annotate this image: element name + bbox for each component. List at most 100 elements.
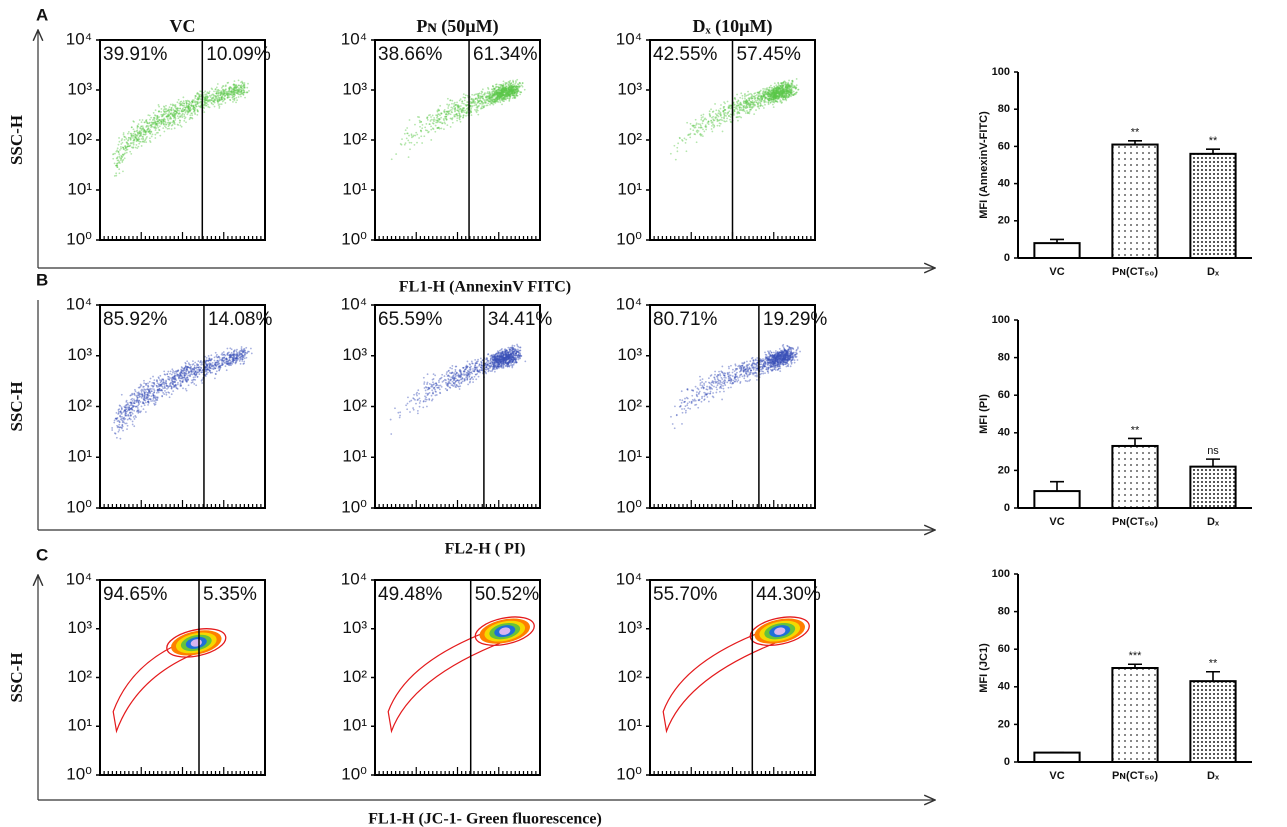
event-dot <box>120 147 122 150</box>
event-dot <box>178 109 181 112</box>
event-dot <box>778 84 781 87</box>
event-dot <box>217 95 219 97</box>
event-dot <box>769 101 772 104</box>
event-dot <box>235 350 238 353</box>
event-dot <box>136 124 139 127</box>
event-dot <box>241 80 243 83</box>
event-dot <box>434 124 437 127</box>
event-dot <box>219 91 222 93</box>
event-dot <box>430 385 433 388</box>
event-dot <box>477 95 479 97</box>
event-dot <box>477 105 479 108</box>
event-dot <box>161 115 164 118</box>
event-dot <box>228 94 231 96</box>
event-dot <box>723 117 725 120</box>
event-dot <box>451 102 453 105</box>
event-dot <box>179 382 182 385</box>
event-dot <box>221 362 224 365</box>
event-dot <box>743 104 745 107</box>
event-dot <box>407 156 410 158</box>
event-dot <box>183 102 185 105</box>
event-dot <box>421 123 424 126</box>
event-dot <box>170 117 172 120</box>
event-dot <box>215 365 218 368</box>
event-dot <box>762 107 765 109</box>
event-dot <box>161 118 163 121</box>
event-dot <box>217 104 220 106</box>
event-dot <box>519 82 522 85</box>
event-dot <box>177 375 179 378</box>
event-dot <box>719 107 722 110</box>
event-dot <box>141 135 144 138</box>
event-dot <box>717 115 720 118</box>
y-tick-label: 10¹ <box>67 179 92 198</box>
event-dot <box>230 364 232 367</box>
event-dot <box>452 385 455 388</box>
event-dot <box>154 137 157 139</box>
event-dot <box>791 91 794 93</box>
event-dot <box>187 105 190 107</box>
event-dot <box>237 93 240 96</box>
event-dot <box>127 132 129 135</box>
event-dot <box>124 145 126 148</box>
event-dot <box>158 122 160 125</box>
event-dot <box>179 124 182 127</box>
event-dot <box>229 93 232 96</box>
event-dot <box>141 395 143 398</box>
event-dot <box>717 119 720 122</box>
event-dot <box>758 98 761 101</box>
event-dot <box>230 87 233 90</box>
event-dot <box>118 408 121 410</box>
event-dot <box>138 142 141 145</box>
event-dot <box>160 383 162 386</box>
event-dot <box>458 114 461 117</box>
event-dot <box>718 124 721 127</box>
event-dot <box>753 113 756 116</box>
event-dot <box>187 103 190 105</box>
event-dot <box>129 411 132 414</box>
event-dot <box>136 407 139 409</box>
event-dot <box>431 127 434 130</box>
y-tick-label: 10² <box>67 129 92 148</box>
event-dot <box>154 114 157 117</box>
event-dot <box>243 83 246 86</box>
event-dot <box>784 91 786 94</box>
event-dot <box>157 385 160 388</box>
event-dot <box>140 137 143 140</box>
event-dot <box>501 86 504 89</box>
event-dot <box>129 414 132 417</box>
event-dot <box>767 94 770 96</box>
event-dot <box>462 93 465 96</box>
event-dot <box>167 121 170 124</box>
event-dot <box>513 92 515 95</box>
event-dot <box>147 392 149 394</box>
event-dot <box>782 81 785 84</box>
event-dot <box>236 92 238 95</box>
event-dot <box>736 93 738 96</box>
event-dot <box>194 112 196 114</box>
event-dot <box>168 378 170 381</box>
event-dot <box>208 92 210 95</box>
event-dot <box>765 96 768 99</box>
event-dot <box>133 121 135 123</box>
bar-chart: MFI (AnnexinV-FITC)020406080100VC**Pɴ(CT… <box>978 66 1252 278</box>
event-dot <box>738 112 741 115</box>
event-dot <box>214 367 217 370</box>
event-dot <box>144 138 147 141</box>
event-dot <box>173 120 175 123</box>
event-dot <box>116 159 119 162</box>
event-dot <box>209 371 212 374</box>
event-dot <box>172 390 175 393</box>
event-dot <box>452 105 455 108</box>
event-dot <box>436 119 439 122</box>
event-dot <box>188 107 191 110</box>
event-dot <box>121 159 124 162</box>
event-dot <box>692 125 695 128</box>
event-dot <box>168 106 171 108</box>
event-dot <box>481 88 484 91</box>
event-dot <box>733 97 736 100</box>
event-dot <box>758 107 761 110</box>
event-dot <box>193 100 196 103</box>
event-dot <box>118 140 121 143</box>
event-dot <box>237 90 239 93</box>
